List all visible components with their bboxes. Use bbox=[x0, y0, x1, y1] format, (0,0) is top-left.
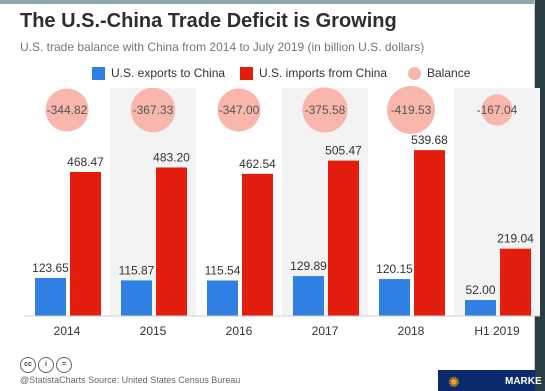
license-icons: cc i = bbox=[20, 357, 72, 373]
export-value-label: 52.00 bbox=[465, 283, 495, 297]
chart-title: The U.S.-China Trade Deficit is Growing bbox=[20, 10, 397, 32]
source-credit: @StatistaCharts Source: United States Ce… bbox=[20, 375, 241, 385]
category-tick-label: H1 2019 bbox=[474, 324, 520, 338]
attribution-icon: i bbox=[38, 357, 54, 373]
export-bar bbox=[379, 279, 410, 316]
export-value-label: 115.54 bbox=[205, 263, 241, 277]
balance-bubble bbox=[45, 88, 89, 132]
import-bar bbox=[328, 160, 359, 316]
category-tick-label: 2016 bbox=[226, 324, 253, 338]
legend-swatch-balance bbox=[408, 66, 421, 80]
export-bar bbox=[121, 280, 152, 316]
chart-subtitle: U.S. trade balance with China from 2014 … bbox=[20, 40, 425, 54]
export-value-label: 123.65 bbox=[32, 261, 69, 275]
export-bar bbox=[293, 276, 324, 316]
legend-item-imports: U.S. imports from China bbox=[240, 66, 387, 80]
balance-label: -419.53 bbox=[391, 103, 432, 117]
legend-swatch-exports bbox=[92, 66, 105, 80]
export-bar bbox=[35, 277, 66, 316]
legend-label-balance: Balance bbox=[427, 66, 471, 80]
category-tick-label: 2014 bbox=[54, 324, 81, 338]
balance-bubble bbox=[302, 87, 348, 133]
creative-commons-icon: cc bbox=[20, 357, 36, 373]
import-value-label: 468.47 bbox=[67, 155, 104, 169]
balance-label: -375.58 bbox=[305, 103, 346, 117]
import-value-label: 505.47 bbox=[325, 144, 362, 158]
legend-label-imports: U.S. imports from China bbox=[259, 66, 388, 80]
import-bar bbox=[500, 248, 531, 316]
import-value-label: 483.20 bbox=[153, 150, 190, 164]
legend-swatch-imports bbox=[240, 66, 253, 80]
no-derivatives-icon: = bbox=[56, 357, 72, 373]
legend-item-exports: U.S. exports to China bbox=[92, 66, 225, 80]
export-value-label: 115.87 bbox=[119, 263, 155, 277]
import-value-label: 219.04 bbox=[497, 232, 534, 246]
balance-bubble bbox=[481, 94, 513, 126]
balance-bubble bbox=[387, 86, 435, 134]
category-tick-label: 2017 bbox=[312, 324, 339, 338]
import-value-label: 539.68 bbox=[411, 133, 448, 147]
legend-label-exports: U.S. exports to China bbox=[111, 66, 226, 80]
export-value-label: 120.15 bbox=[376, 262, 413, 276]
balance-label: -167.04 bbox=[477, 103, 518, 117]
category-tick-label: 2018 bbox=[398, 324, 425, 338]
export-bar bbox=[207, 280, 238, 316]
category-tick-label: 2015 bbox=[140, 324, 167, 338]
balance-label: -344.82 bbox=[47, 103, 88, 117]
legend-item-balance: Balance bbox=[408, 66, 470, 80]
import-bar bbox=[414, 150, 445, 316]
import-bar bbox=[156, 167, 187, 316]
balance-label: -347.00 bbox=[219, 103, 260, 117]
balance-bubble bbox=[217, 88, 261, 132]
ticker-label: MARKE bbox=[505, 376, 542, 387]
top-frame-edge bbox=[0, 0, 545, 4]
balance-label: -367.33 bbox=[133, 103, 174, 117]
export-bar bbox=[465, 300, 496, 316]
import-bar bbox=[242, 173, 273, 316]
export-value-label: 129.89 bbox=[290, 259, 327, 273]
peacock-logo-icon: ✺ bbox=[448, 374, 460, 390]
import-bar bbox=[70, 171, 101, 316]
tv-ticker-banner bbox=[438, 370, 535, 391]
balance-bubble bbox=[130, 87, 176, 133]
import-value-label: 462.54 bbox=[239, 157, 276, 171]
